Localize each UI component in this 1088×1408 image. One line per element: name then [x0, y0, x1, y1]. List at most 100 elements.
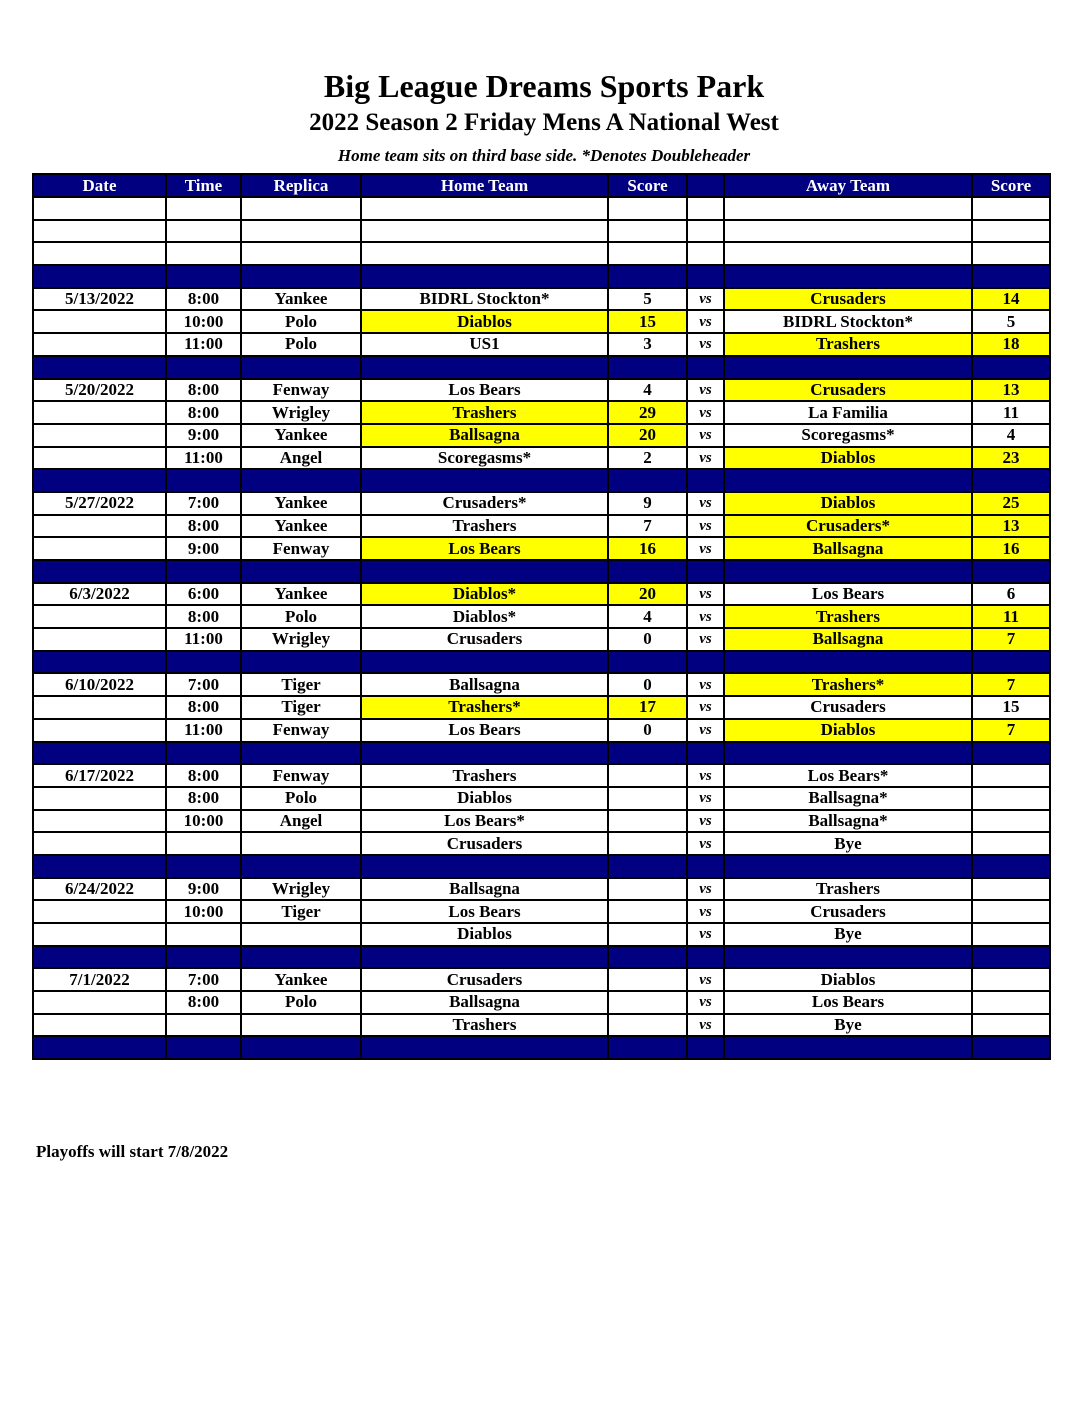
- empty-cell: [32, 241, 167, 267]
- cell-home-team: Crusaders: [360, 967, 609, 993]
- cell-home-score: 4: [607, 604, 688, 630]
- empty-cell: [686, 468, 725, 493]
- cell-time: 11:00: [165, 627, 242, 652]
- cell-away-score: 6: [971, 581, 1051, 607]
- cell-home-score: 15: [607, 309, 688, 335]
- cell-away-team: Ballsagna*: [723, 785, 973, 811]
- cell-replica: Yankee: [240, 490, 362, 516]
- cell-vs: vs: [686, 422, 725, 448]
- empty-cell: [240, 1035, 362, 1061]
- cell-replica: Yankee: [240, 967, 362, 993]
- cell-time: 8:00: [165, 785, 242, 811]
- cell-replica: Fenway: [240, 763, 362, 788]
- game-row: 10:00 Angel Los Bears* vs Ballsagna*: [32, 808, 1051, 834]
- cell-replica: Wrigley: [240, 627, 362, 652]
- empty-cell: [723, 468, 973, 493]
- cell-date: [32, 785, 167, 811]
- game-row: 8:00 Polo Diablos* 4 vs Trashers 11: [32, 604, 1051, 630]
- cell-away-score: [971, 808, 1051, 834]
- cell-vs: vs: [686, 581, 725, 607]
- empty-cell: [607, 264, 688, 289]
- empty-cell: [165, 649, 242, 675]
- cell-vs: vs: [686, 604, 725, 630]
- cell-vs: vs: [686, 309, 725, 335]
- empty-cell: [240, 853, 362, 879]
- cell-away-team: Trashers: [723, 876, 973, 902]
- cell-replica: Wrigley: [240, 400, 362, 425]
- week-separator-row: [32, 264, 1051, 289]
- week-separator-row: [32, 1035, 1051, 1061]
- empty-cell: [686, 264, 725, 289]
- cell-vs: vs: [686, 400, 725, 425]
- cell-time: 7:00: [165, 490, 242, 516]
- empty-cell: [607, 559, 688, 584]
- empty-cell: [723, 740, 973, 766]
- cell-away-score: [971, 785, 1051, 811]
- cell-home-team: Los Bears: [360, 899, 609, 924]
- cell-away-score: 15: [971, 695, 1051, 720]
- empty-row: [32, 196, 1051, 221]
- cell-away-score: [971, 967, 1051, 993]
- cell-replica: Polo: [240, 990, 362, 1015]
- empty-cell: [723, 264, 973, 289]
- column-header-time: Time: [165, 173, 242, 198]
- cell-replica: Fenway: [240, 717, 362, 743]
- empty-cell: [240, 559, 362, 584]
- cell-date: 6/17/2022: [32, 763, 167, 788]
- cell-replica: [240, 831, 362, 856]
- cell-home-score: [607, 1012, 688, 1038]
- empty-cell: [971, 196, 1051, 221]
- empty-cell: [32, 264, 167, 289]
- empty-cell: [971, 649, 1051, 675]
- cell-replica: Yankee: [240, 422, 362, 448]
- cell-away-score: 25: [971, 490, 1051, 516]
- empty-cell: [723, 649, 973, 675]
- empty-cell: [32, 559, 167, 584]
- cell-vs: vs: [686, 627, 725, 652]
- cell-date: 5/27/2022: [32, 490, 167, 516]
- empty-cell: [723, 354, 973, 380]
- empty-cell: [607, 468, 688, 493]
- empty-cell: [971, 944, 1051, 970]
- column-header-home-score: Score: [607, 173, 688, 198]
- game-row: Trashers vs Bye: [32, 1012, 1051, 1038]
- column-header-vs: [686, 173, 725, 198]
- game-row: 10:00 Polo Diablos 15 vs BIDRL Stockton* 5: [32, 309, 1051, 335]
- empty-cell: [686, 944, 725, 970]
- game-row: Diablos vs Bye: [32, 922, 1051, 947]
- cell-home-score: 5: [607, 286, 688, 312]
- cell-away-team: Bye: [723, 1012, 973, 1038]
- cell-replica: Yankee: [240, 581, 362, 607]
- cell-home-score: 0: [607, 672, 688, 698]
- cell-replica: Polo: [240, 309, 362, 335]
- cell-home-team: Scoregasms*: [360, 445, 609, 471]
- cell-date: [32, 513, 167, 539]
- game-row: 5/20/2022 8:00 Fenway Los Bears 4 vs Crusaders…: [32, 377, 1051, 403]
- cell-date: [32, 536, 167, 561]
- empty-cell: [165, 196, 242, 221]
- week-separator-row: [32, 740, 1051, 766]
- week-separator-row: [32, 944, 1051, 970]
- game-row: 11:00 Polo US1 3 vs Trashers 18: [32, 332, 1051, 357]
- cell-vs: vs: [686, 377, 725, 403]
- cell-time: 11:00: [165, 717, 242, 743]
- cell-time: 9:00: [165, 876, 242, 902]
- empty-cell: [360, 218, 609, 244]
- cell-time: 11:00: [165, 445, 242, 471]
- cell-home-team: Crusaders: [360, 831, 609, 856]
- empty-cell: [32, 196, 167, 221]
- empty-cell: [971, 559, 1051, 584]
- empty-cell: [723, 559, 973, 584]
- cell-vs: vs: [686, 672, 725, 698]
- cell-home-team: BIDRL Stockton*: [360, 286, 609, 312]
- cell-date: [32, 831, 167, 856]
- empty-cell: [32, 468, 167, 493]
- cell-home-score: [607, 990, 688, 1015]
- cell-home-score: 16: [607, 536, 688, 561]
- empty-cell: [360, 241, 609, 267]
- empty-cell: [971, 740, 1051, 766]
- game-row: 6/3/2022 6:00 Yankee Diablos* 20 vs Los Bears 6: [32, 581, 1051, 607]
- cell-home-team: Ballsagna: [360, 990, 609, 1015]
- cell-home-team: Los Bears: [360, 377, 609, 403]
- cell-home-score: [607, 967, 688, 993]
